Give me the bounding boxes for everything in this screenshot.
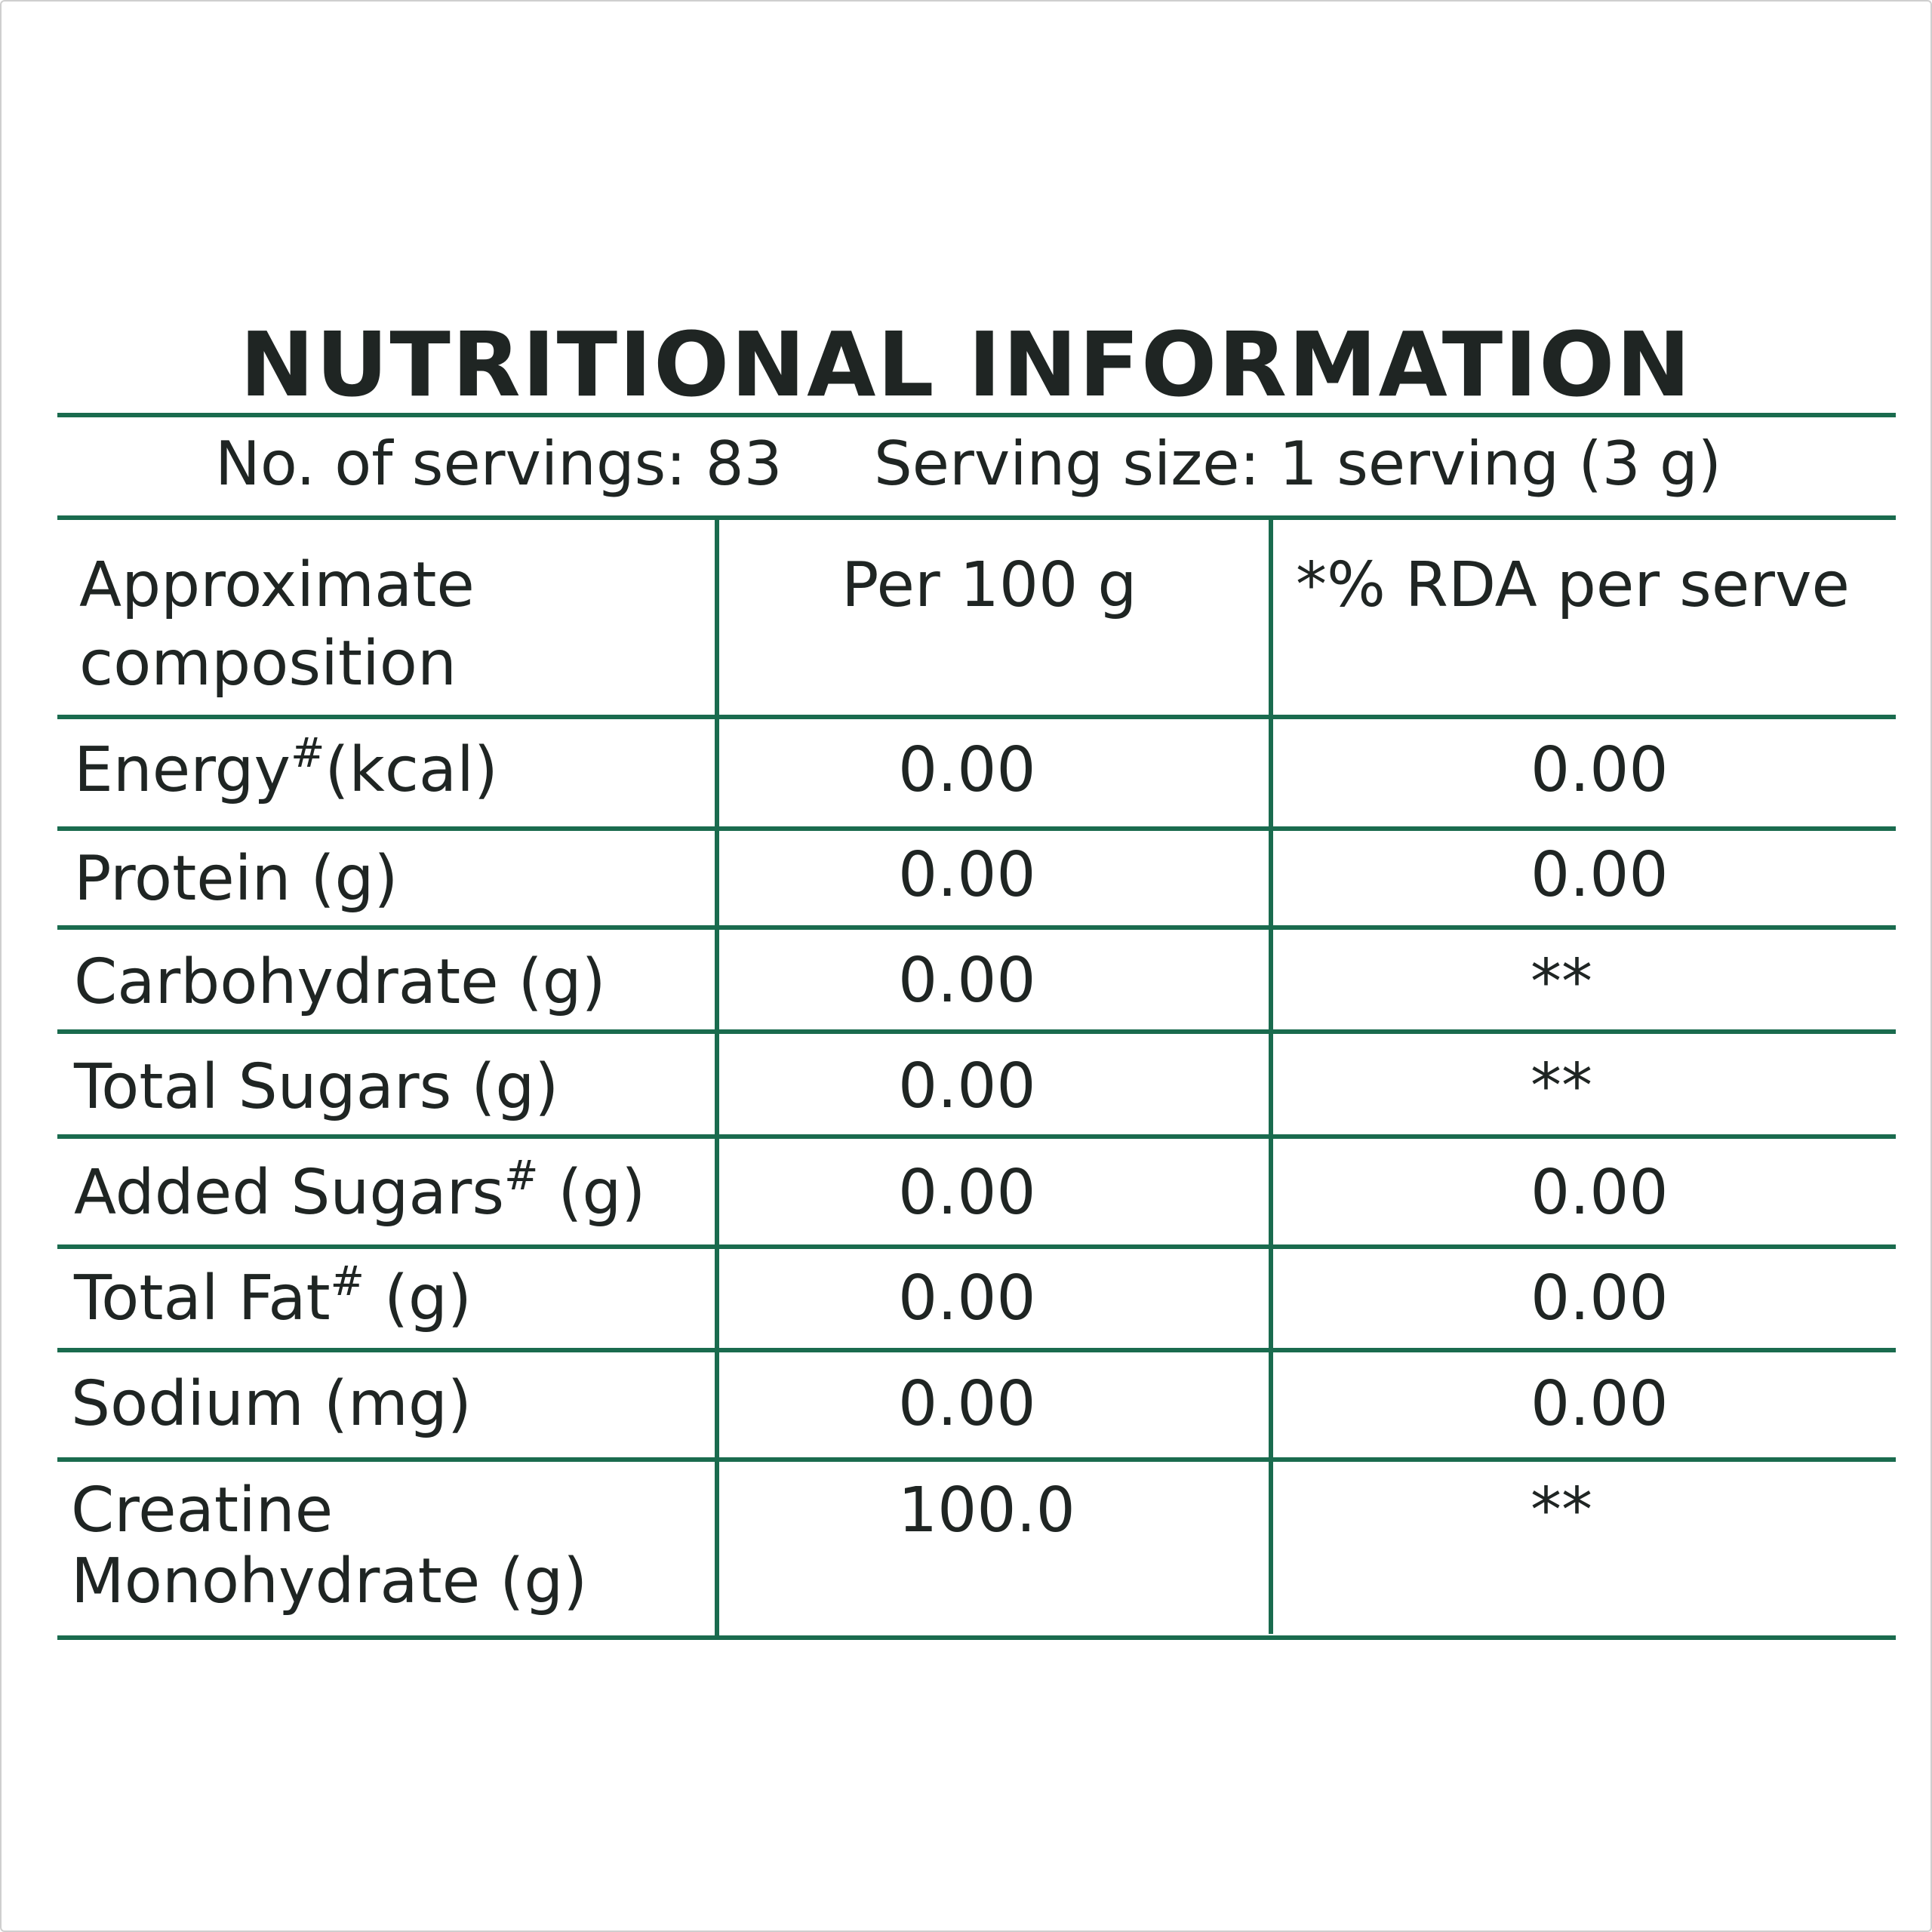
row-rule: [57, 715, 1896, 719]
header-per-100g: Per 100 g: [841, 549, 1137, 621]
column-divider-1: [715, 517, 719, 1639]
row-value-per100-protein: 0.00: [898, 839, 1036, 911]
row-value-rda-added-sugars: 0.00: [1531, 1157, 1669, 1229]
header-rda: *% RDA per serve: [1296, 549, 1850, 621]
row-value-per100-total-fat: 0.00: [898, 1263, 1036, 1334]
row-label-total-sugars: Total Sugars (g): [74, 1051, 559, 1123]
header-composition-line2: composition: [79, 628, 457, 700]
page-title: NUTRITIONAL INFORMATION: [239, 312, 1693, 417]
row-rule: [57, 1244, 1896, 1249]
row-value-rda-carbohydrate: **: [1531, 946, 1592, 1018]
footnote-mark: #: [330, 1257, 365, 1305]
row-label-added-sugars: Added Sugars# (g): [74, 1152, 646, 1229]
row-value-per100-total-sugars: 0.00: [898, 1051, 1036, 1122]
row-label-energy: Energy#(kcal): [74, 729, 498, 806]
row-value-per100-carbohydrate: 0.00: [898, 945, 1036, 1017]
row-value-per100-creatine: 100.0: [898, 1475, 1075, 1546]
column-divider-2: [1269, 517, 1273, 1634]
row-rule: [57, 1029, 1896, 1034]
row-label-protein: Protein (g): [74, 843, 398, 915]
servings-rule: [57, 515, 1896, 520]
row-value-rda-total-fat: 0.00: [1531, 1263, 1669, 1334]
row-rule: [57, 826, 1896, 831]
row-label-creatine-line2: Monohydrate (g): [71, 1546, 588, 1617]
row-value-rda-sodium: 0.00: [1531, 1368, 1669, 1440]
footnote-mark: #: [504, 1152, 539, 1199]
header-composition-line1: Approximate: [79, 549, 475, 621]
footnote-mark: #: [291, 729, 325, 777]
row-rule: [57, 1134, 1896, 1139]
row-rule: [57, 1348, 1896, 1352]
row-label-total-fat: Total Fat# (g): [74, 1257, 472, 1334]
row-label-creatine-line1: Creatine: [71, 1475, 334, 1546]
row-label-sodium: Sodium (mg): [71, 1368, 472, 1440]
table-bottom-rule: [57, 1635, 1896, 1640]
row-value-rda-protein: 0.00: [1531, 839, 1669, 911]
row-label-carbohydrate: Carbohydrate (g): [74, 946, 606, 1018]
row-value-per100-sodium: 0.00: [898, 1368, 1036, 1440]
servings-info: No. of servings: 83 Serving size: 1 serv…: [0, 426, 1932, 502]
row-value-rda-energy: 0.00: [1531, 734, 1669, 806]
serving-size: Serving size: 1 serving (3 g): [874, 429, 1722, 499]
title-rule: [57, 413, 1896, 417]
row-value-rda-creatine: **: [1531, 1475, 1592, 1546]
servings-count: No. of servings: 83: [215, 429, 783, 499]
row-value-rda-total-sugars: **: [1531, 1051, 1592, 1122]
row-value-per100-added-sugars: 0.00: [898, 1157, 1036, 1229]
row-rule: [57, 925, 1896, 930]
row-value-per100-energy: 0.00: [898, 734, 1036, 806]
row-rule: [57, 1457, 1896, 1462]
